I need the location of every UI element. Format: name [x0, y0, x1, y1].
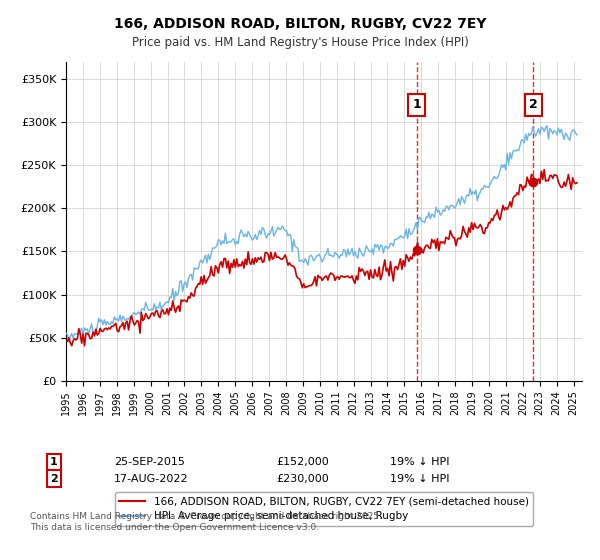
Text: 19% ↓ HPI: 19% ↓ HPI	[390, 457, 449, 467]
Text: Contains HM Land Registry data © Crown copyright and database right 2025.
This d: Contains HM Land Registry data © Crown c…	[30, 512, 382, 532]
Legend: 166, ADDISON ROAD, BILTON, RUGBY, CV22 7EY (semi-detached house), HPI: Average p: 166, ADDISON ROAD, BILTON, RUGBY, CV22 7…	[115, 492, 533, 526]
Text: 19% ↓ HPI: 19% ↓ HPI	[390, 474, 449, 484]
Text: Price paid vs. HM Land Registry's House Price Index (HPI): Price paid vs. HM Land Registry's House …	[131, 36, 469, 49]
Text: 1: 1	[412, 98, 421, 111]
Text: 166, ADDISON ROAD, BILTON, RUGBY, CV22 7EY: 166, ADDISON ROAD, BILTON, RUGBY, CV22 7…	[114, 17, 486, 31]
Text: 1: 1	[50, 457, 58, 467]
Text: 2: 2	[529, 98, 538, 111]
Text: £230,000: £230,000	[276, 474, 329, 484]
Text: 17-AUG-2022: 17-AUG-2022	[114, 474, 188, 484]
Text: 2: 2	[50, 474, 58, 484]
Text: £152,000: £152,000	[276, 457, 329, 467]
Text: 25-SEP-2015: 25-SEP-2015	[114, 457, 185, 467]
